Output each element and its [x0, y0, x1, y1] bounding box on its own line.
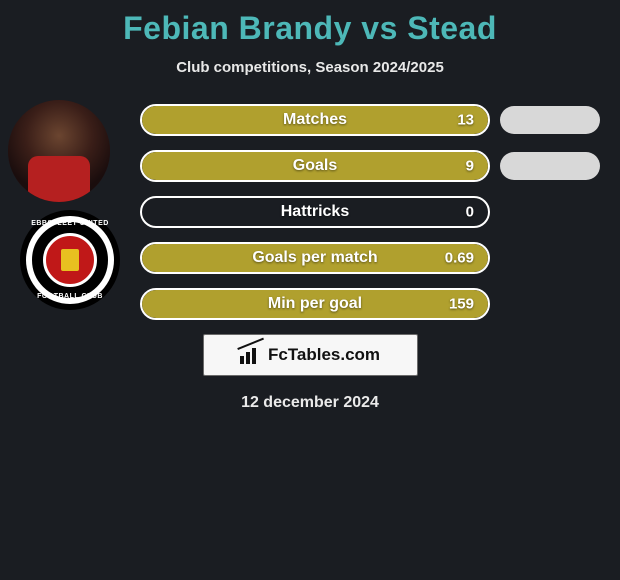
stat-value: 0 — [466, 204, 474, 221]
stat-value: 0.69 — [445, 250, 474, 267]
stat-label: Min per goal — [142, 295, 488, 313]
stat-row: Hattricks0 — [140, 196, 600, 228]
club-badge-top-text: EBBSFLEET UNITED — [20, 220, 120, 227]
stat-value: 159 — [449, 296, 474, 313]
stat-value: 9 — [466, 158, 474, 175]
page-title: Febian Brandy vs Stead — [0, 0, 620, 47]
stat-row: Goals per match0.69 — [140, 242, 600, 274]
player-avatar — [8, 100, 110, 202]
club-badge-bottom-text: FOOTBALL CLUB — [20, 293, 120, 300]
stat-label: Goals per match — [142, 249, 488, 267]
fctables-text: FcTables.com — [268, 345, 380, 365]
stat-row: Goals9 — [140, 150, 600, 182]
fctables-icon — [240, 346, 262, 364]
stat-bar: Goals9 — [140, 150, 490, 182]
comparison-pill — [500, 106, 600, 134]
generation-date: 12 december 2024 — [0, 394, 620, 412]
stat-bars: Matches13 Goals9 Hattricks0 Goals per match… — [140, 104, 600, 320]
stat-row: Matches13 — [140, 104, 600, 136]
club-badge: EBBSFLEET UNITED FOOTBALL CLUB — [20, 210, 120, 310]
comparison-pill — [500, 152, 600, 180]
stat-bar: Min per goal159 — [140, 288, 490, 320]
stat-row: Min per goal159 — [140, 288, 600, 320]
stat-label: Hattricks — [142, 203, 488, 221]
comparison-content: EBBSFLEET UNITED FOOTBALL CLUB Matches13… — [0, 104, 620, 412]
stat-bar: Hattricks0 — [140, 196, 490, 228]
stat-bar: Goals per match0.69 — [140, 242, 490, 274]
stat-value: 13 — [457, 112, 474, 129]
page-subtitle: Club competitions, Season 2024/2025 — [0, 59, 620, 76]
stat-bar: Matches13 — [140, 104, 490, 136]
stat-label: Matches — [142, 111, 488, 129]
left-avatar-column: EBBSFLEET UNITED FOOTBALL CLUB — [8, 100, 120, 310]
fctables-watermark: FcTables.com — [203, 334, 418, 376]
stat-label: Goals — [142, 157, 488, 175]
